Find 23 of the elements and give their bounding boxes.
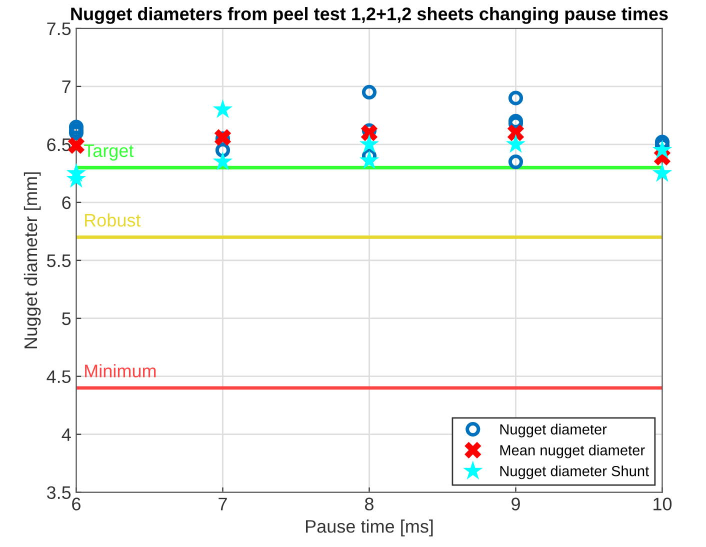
x-tick-label: 6 [72,498,80,510]
y-tick-label: 3.5 [46,486,71,500]
y-tick-label: 4 [62,428,71,441]
ref-line-label: Robust [85,213,141,227]
x-tick-label: 7 [218,498,227,510]
x-axis-title: Pause time [ms] [306,520,433,536]
legend-label: Nugget diameter [500,424,607,438]
y-tick-label: 7.5 [47,22,71,36]
y-axis-title: Nugget diameter [mm] [24,172,41,348]
y-tick-label: 5.5 [47,254,71,268]
ref-line-label: Minimum [85,364,156,378]
legend-label: Nugget diameter Shunt [500,466,650,480]
x-tick-label: 8 [365,498,374,510]
ref-line-label: Target [84,144,134,161]
x-tick-label: 10 [654,498,672,510]
y-tick-label: 6 [62,196,71,210]
y-tick-label: 7 [62,80,70,93]
y-tick-label: 4.5 [46,370,71,384]
y-tick-label: 5 [62,312,71,326]
legend-label: Mean nugget diameter [500,444,645,458]
chart-title: Nugget diameters from peel test 1,2+1,2 sheets changing pause times [71,7,668,24]
y-tick-label: 6.5 [47,138,71,152]
x-tick-label: 9 [512,498,520,510]
